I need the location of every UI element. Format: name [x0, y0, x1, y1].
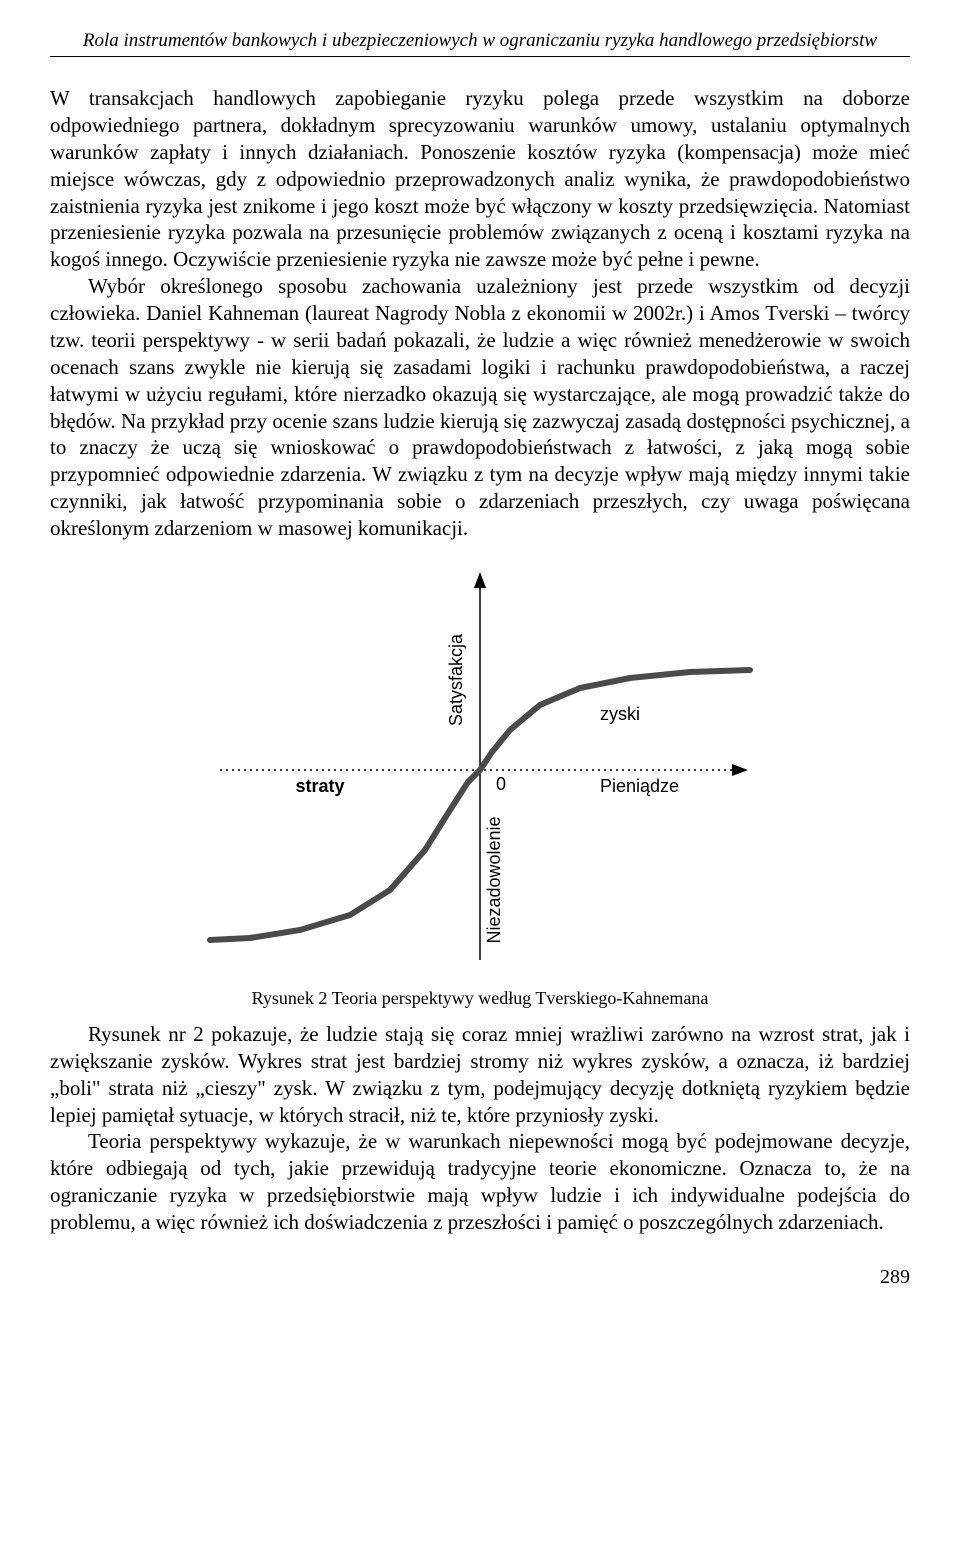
figure-caption: Rysunek 2 Teoria perspektywy według Tver… — [50, 988, 910, 1009]
y-axis-arrow — [474, 572, 486, 588]
origin-label: 0 — [496, 774, 506, 794]
running-header: Rola instrumentów bankowych i ubezpiecze… — [50, 30, 910, 52]
prospect-theory-chart: Satysfakcja Niezadowolenie straty zyski … — [200, 560, 760, 980]
y-bottom-label: Niezadowolenie — [484, 816, 504, 943]
y-top-label: Satysfakcja — [446, 633, 466, 726]
paragraph-3: Rysunek nr 2 pokazuje, że ludzie stają s… — [50, 1021, 910, 1129]
paragraph-2: Wybór określonego sposobu zachowania uza… — [50, 273, 910, 542]
paragraph-1: W transakcjach handlowych zapobieganie r… — [50, 85, 910, 273]
x-axis-label: Pieniądze — [600, 776, 679, 796]
header-rule — [50, 56, 910, 57]
paragraph-4: Teoria perspektywy wykazuje, że w warunk… — [50, 1128, 910, 1236]
page-number: 289 — [50, 1266, 910, 1289]
x-top-right-label: zyski — [600, 704, 640, 724]
x-axis-arrow — [732, 764, 748, 776]
prospect-theory-figure: Satysfakcja Niezadowolenie straty zyski … — [200, 560, 760, 980]
x-left-label: straty — [295, 776, 344, 796]
